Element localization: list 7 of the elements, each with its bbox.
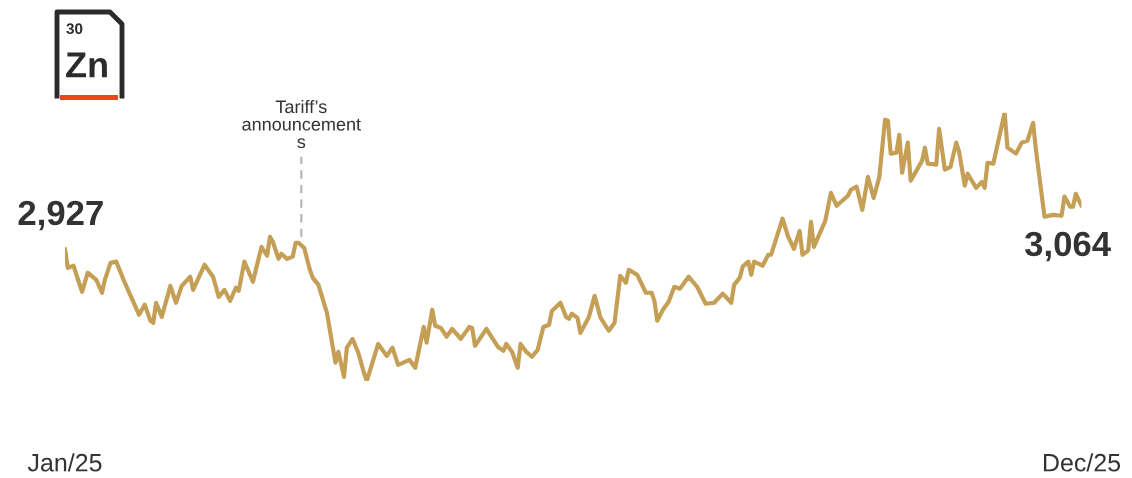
x-tick-label: Jan/25 — [27, 453, 102, 472]
data-label: 3,064 — [1024, 231, 1111, 262]
ref-line-label: Tariff’s announcement s — [242, 99, 361, 149]
text: 30 — [66, 23, 83, 35]
x-tick-label: Dec/25 — [1043, 453, 1121, 472]
text: Zn — [66, 52, 107, 78]
data-label: 2,927 — [18, 200, 103, 231]
